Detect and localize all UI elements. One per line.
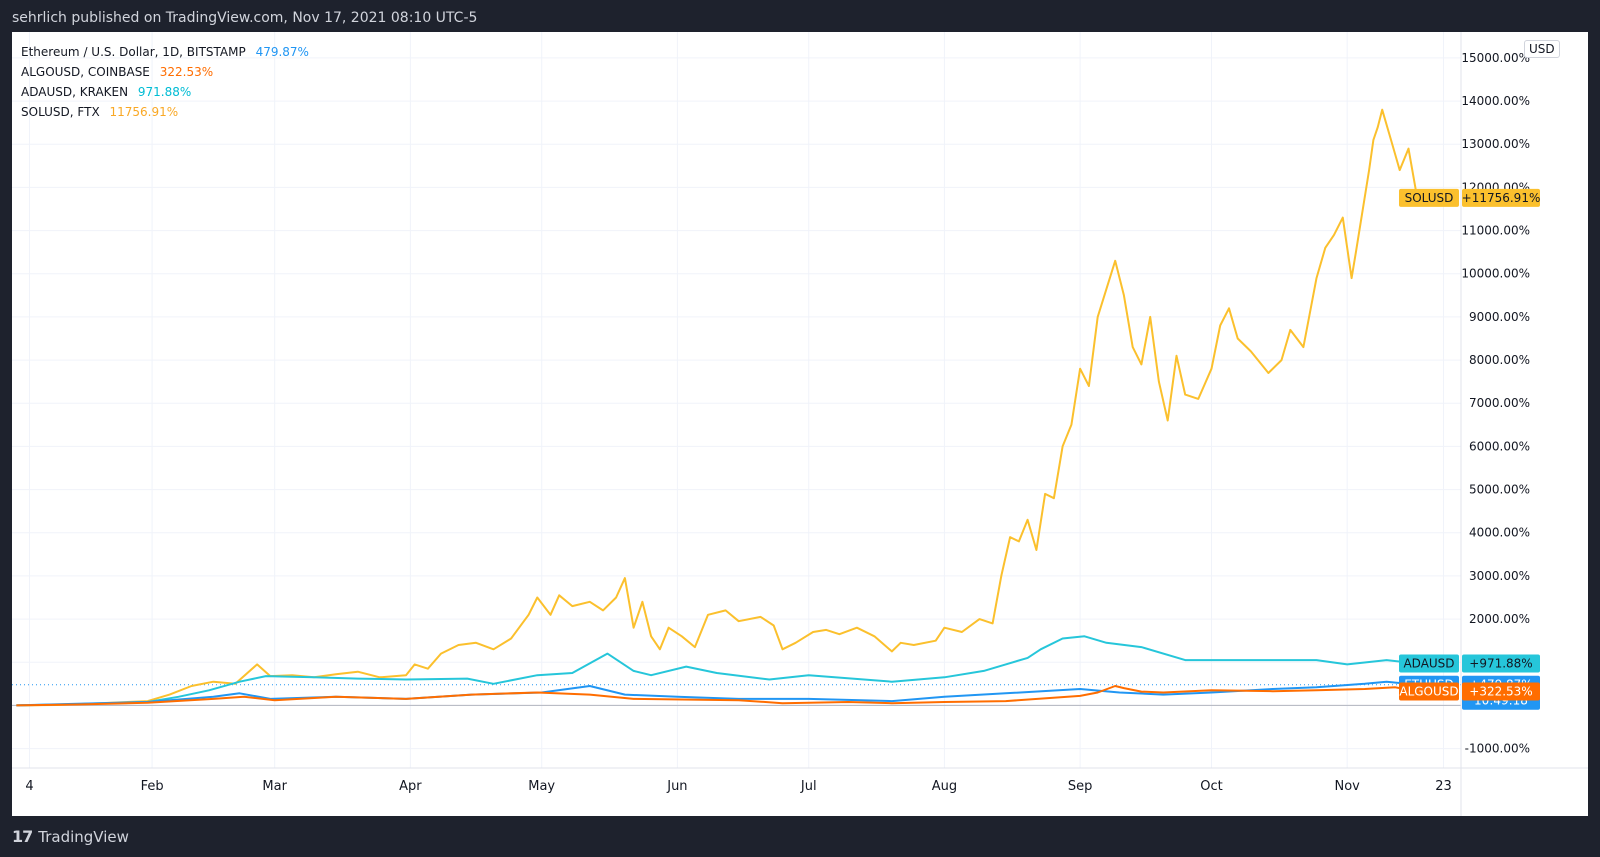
legend-item-sol[interactable]: SOLUSD, FTX 11756.91% — [21, 102, 309, 122]
chart[interactable]: 4 Feb Mar Apr May Jun Jul Aug Sep Oct Nov 23 -1000.… — [12, 32, 1588, 816]
y-tick-label: 6000.00% — [1469, 439, 1530, 453]
y-tick-label: 3000.00% — [1469, 569, 1530, 583]
price-badge-name-bg — [1399, 188, 1459, 207]
price-badge-value-bg — [1462, 654, 1540, 673]
x-tick-label: 23 — [1435, 779, 1452, 794]
chart-panel[interactable]: 4 Feb Mar Apr May Jun Jul Aug Sep Oct Nov 23 -1000.… — [12, 32, 1588, 816]
x-tick-label: Aug — [932, 779, 957, 794]
y-tick-label: 11000.00% — [1461, 224, 1530, 238]
series-line-algousd — [16, 685, 1418, 707]
legend-value: 971.88% — [137, 85, 192, 99]
legend-label: ALGOUSD, COINBASE — [21, 65, 150, 79]
price-badge-name: ALGOUSD — [1399, 684, 1458, 698]
legend-label: ADAUSD, KRAKEN — [21, 85, 129, 99]
series-line-solusd — [16, 108, 1419, 707]
y-tick-label: 9000.00% — [1469, 310, 1530, 324]
price-badge-name-bg — [1399, 682, 1459, 701]
price-badge-value-bg — [1462, 188, 1540, 207]
price-badge-value: +11756.91% — [1462, 191, 1541, 205]
price-badges: SOLUSD+11756.91%ADAUSD+971.88%ETHUSD+479… — [1399, 188, 1541, 710]
series-lines — [16, 108, 1419, 707]
x-tick-label: Oct — [1200, 779, 1222, 794]
y-tick-label: 2000.00% — [1469, 612, 1530, 626]
x-tick-label: Jun — [666, 779, 687, 794]
y-tick-label: -1000.00% — [1465, 742, 1530, 756]
x-tick-label: Jul — [800, 779, 817, 794]
legend-item-eth[interactable]: Ethereum / U.S. Dollar, 1D, BITSTAMP 479… — [21, 42, 309, 62]
legend: Ethereum / U.S. Dollar, 1D, BITSTAMP 479… — [21, 42, 309, 122]
x-tick-label: May — [528, 779, 555, 794]
y-tick-label: 4000.00% — [1469, 526, 1530, 540]
legend-value: 479.87% — [255, 45, 309, 59]
x-tick-label: Mar — [262, 779, 287, 794]
y-axis: -1000.00% 2000.00% 3000.00% 4000.00% 5000.00… — [1460, 32, 1530, 816]
price-badge-value: +971.88% — [1469, 656, 1532, 670]
publisher-line: sehrlich published on TradingView.com, N… — [12, 10, 478, 26]
y-tick-label: 13000.00% — [1461, 137, 1530, 151]
y-tick-label: 14000.00% — [1461, 94, 1530, 108]
x-tick-label: Apr — [399, 779, 422, 794]
x-tick-label: Sep — [1068, 779, 1093, 794]
y-tick-label: 15000.00% — [1461, 51, 1530, 65]
footer: 17 TradingView — [0, 816, 1600, 857]
price-badge-value-bg — [1462, 682, 1540, 701]
y-tick-label: 10000.00% — [1461, 267, 1530, 281]
x-tick-label: 4 — [25, 779, 33, 794]
legend-label: SOLUSD, FTX — [21, 105, 100, 119]
price-badge-name: ADAUSD — [1403, 656, 1454, 670]
legend-value: 322.53% — [159, 65, 214, 79]
price-badge-algousd: ALGOUSD +322.53% — [1399, 682, 1540, 701]
legend-value: 11756.91% — [109, 105, 179, 119]
legend-item-algo[interactable]: ALGOUSD, COINBASE 322.53% — [21, 62, 309, 82]
y-tick-label: 8000.00% — [1469, 353, 1530, 367]
price-badge-name-bg — [1399, 654, 1459, 673]
y-tick-label: 5000.00% — [1469, 483, 1530, 497]
price-badge-value: +322.53% — [1469, 684, 1532, 698]
x-tick-label: Feb — [141, 779, 164, 794]
legend-item-ada[interactable]: ADAUSD, KRAKEN 971.88% — [21, 82, 309, 102]
price-badge-adausd: ADAUSD +971.88% — [1399, 654, 1540, 673]
x-axis: 4 Feb Mar Apr May Jun Jul Aug Sep Oct Nov 23 — [12, 767, 1588, 794]
x-tick-label: Nov — [1334, 779, 1360, 794]
grid — [12, 32, 1461, 768]
currency-button[interactable]: USD — [1524, 40, 1560, 58]
tradingview-logo-icon[interactable]: 17 — [12, 827, 33, 846]
price-badge-name: SOLUSD — [1405, 191, 1454, 205]
legend-label: Ethereum / U.S. Dollar, 1D, BITSTAMP — [21, 45, 246, 59]
price-badge-solusd: SOLUSD +11756.91% — [1399, 188, 1541, 207]
footer-brand[interactable]: TradingView — [38, 827, 129, 846]
series-line-adausd — [16, 635, 1418, 707]
y-tick-label: 7000.00% — [1469, 396, 1530, 410]
